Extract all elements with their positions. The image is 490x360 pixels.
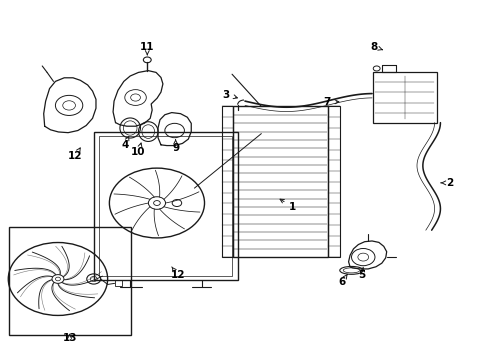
Text: 11: 11	[140, 42, 154, 55]
Bar	[94, 132, 238, 280]
Text: 12: 12	[171, 267, 185, 280]
Text: 9: 9	[172, 140, 179, 153]
Bar	[373, 72, 437, 123]
Text: 3: 3	[223, 90, 237, 100]
Text: 7: 7	[323, 97, 339, 107]
Text: 5: 5	[359, 267, 366, 280]
Text: 13: 13	[62, 333, 77, 343]
Bar	[328, 107, 340, 257]
Bar	[233, 107, 328, 257]
Text: 4: 4	[121, 136, 129, 150]
Text: 10: 10	[131, 143, 146, 157]
Text: 6: 6	[338, 274, 347, 287]
Text: 12: 12	[68, 148, 82, 161]
Bar	[99, 136, 232, 276]
Bar	[9, 227, 131, 335]
Bar	[222, 107, 233, 257]
Bar	[115, 280, 122, 286]
Text: 8: 8	[370, 42, 383, 51]
Text: 1: 1	[280, 199, 296, 212]
Text: 2: 2	[441, 178, 454, 188]
